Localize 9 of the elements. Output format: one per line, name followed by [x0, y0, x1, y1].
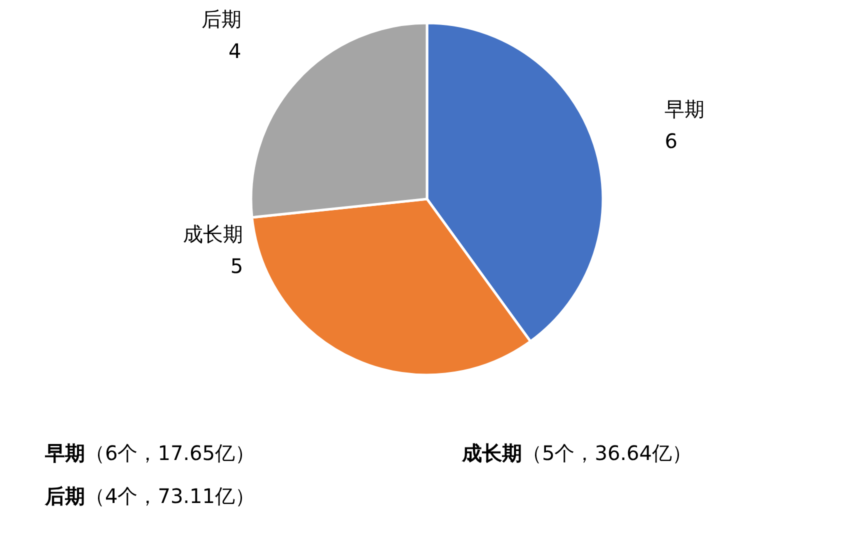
slice-label: 早期 — [664, 96, 705, 121]
slice-label: 成长期 — [183, 222, 244, 246]
slice-label: 后期 — [201, 6, 242, 31]
data-label: 4 — [228, 38, 242, 63]
data-label: 6 — [664, 128, 678, 153]
text: 早期（6个，17.65亿） — [44, 441, 255, 465]
text: 后期（4个，73.11亿） — [44, 484, 255, 508]
text: 成长期（5个，36.64亿） — [461, 441, 692, 465]
data-label: 5 — [230, 254, 244, 278]
